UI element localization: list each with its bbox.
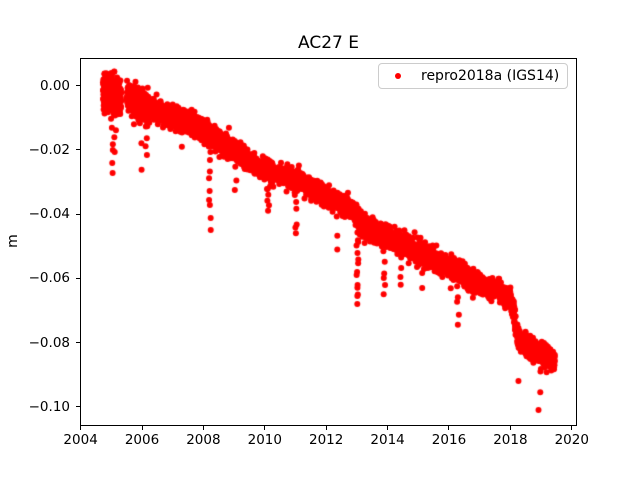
x-tick-label: 2008 (186, 432, 221, 448)
y-tick-label: −0.02 (28, 141, 70, 158)
chart-title: AC27 E (298, 33, 359, 53)
axes-frame (80, 58, 577, 426)
x-tick-mark (571, 426, 573, 430)
legend-label: repro2018a (IGS14) (421, 68, 560, 84)
x-tick-mark (509, 426, 511, 430)
y-tick-label: −0.10 (28, 398, 70, 415)
x-tick-mark (448, 426, 450, 430)
legend: repro2018a (IGS14) (378, 63, 568, 89)
x-tick-label: 2012 (309, 432, 344, 448)
x-tick-mark (202, 426, 204, 430)
x-tick-label: 2016 (431, 432, 467, 448)
x-tick-label: 2018 (493, 432, 528, 448)
x-tick-mark (80, 426, 82, 430)
x-tick-label: 2020 (554, 432, 589, 448)
y-axis-label: m (5, 234, 21, 248)
x-tick-mark (141, 426, 143, 430)
y-tick-mark (76, 149, 80, 151)
x-tick-mark (264, 426, 266, 430)
x-tick-label: 2014 (370, 432, 405, 448)
x-tick-label: 2004 (63, 432, 98, 448)
x-tick-label: 2006 (124, 432, 160, 448)
x-tick-label: 2010 (247, 432, 282, 448)
y-tick-mark (76, 406, 80, 408)
y-tick-mark (76, 342, 80, 343)
y-tick-mark (76, 85, 80, 87)
x-tick-mark (325, 426, 327, 430)
y-tick-mark (76, 277, 80, 279)
legend-marker-dot (395, 73, 401, 79)
y-tick-mark (76, 213, 80, 215)
y-tick-label: −0.08 (28, 334, 70, 351)
y-tick-label: −0.04 (28, 206, 70, 223)
x-tick-mark (387, 426, 389, 430)
y-tick-label: 0.00 (39, 77, 70, 94)
y-tick-label: −0.06 (28, 270, 70, 287)
